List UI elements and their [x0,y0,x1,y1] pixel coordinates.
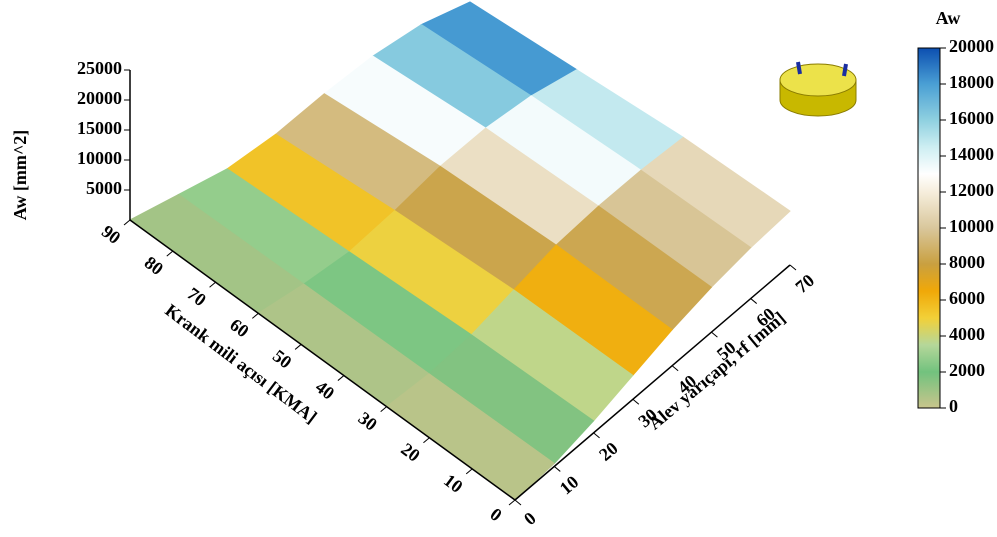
electrode-icon [780,62,856,116]
y-tick [672,366,678,371]
x-tick-label: 50 [269,346,295,373]
y-tick [515,500,521,505]
colorbar-title: Aw [936,8,961,28]
y-tick-label: 20 [595,438,622,465]
x-tick-label: 20 [397,439,423,466]
colorbar [918,48,940,408]
colorbar-tick-label: 12000 [949,180,994,200]
colorbar-tick-label: 6000 [949,288,985,308]
x-tick [295,344,301,349]
z-tick-label: 25000 [77,58,122,78]
colorbar-tick-label: 14000 [949,144,994,164]
y-tick [554,466,560,471]
x-tick-label: 90 [98,221,124,248]
colorbar-tick-label: 2000 [949,360,985,380]
colorbar-tick-label: 8000 [949,252,985,272]
x-tick-label: 30 [355,408,381,435]
colorbar-tick-label: 0 [949,396,958,416]
y-tick-label: 70 [791,270,818,297]
colorbar-tick-label: 18000 [949,72,994,92]
x-tick-label: 10 [440,470,466,497]
colorbar-tick-label: 10000 [949,216,994,236]
x-tick-label: 60 [226,314,252,341]
y-tick [790,265,796,270]
x-tick [381,407,387,412]
z-tick-label: 10000 [77,148,122,168]
colorbar-tick-label: 20000 [949,36,994,56]
x-tick-label: 70 [183,283,209,310]
colorbar-tick-label: 16000 [949,108,994,128]
z-axis-label: Aw [mm^2] [10,130,30,221]
y-tick [633,399,639,404]
x-tick [509,500,515,505]
y-tick [594,433,600,438]
x-tick [466,469,472,474]
x-tick [252,313,258,318]
x-tick-label: 40 [312,377,338,404]
x-tick-label: 80 [141,252,167,279]
x-tick [167,251,173,256]
z-tick-label: 15000 [77,118,122,138]
z-tick-label: 20000 [77,88,122,108]
chart: Aw [mm^2] Krank mili açısı [KMA] Alev ya… [0,0,997,532]
x-tick [338,376,344,381]
y-tick-label: 10 [556,472,583,499]
x-tick [210,282,216,287]
y-tick [711,332,717,337]
y-tick [751,299,757,304]
x-tick [423,438,429,443]
z-tick-label: 5000 [86,178,122,198]
x-tick-label: 0 [487,504,506,525]
y-tick-label: 0 [520,508,540,529]
colorbar-tick-label: 4000 [949,324,985,344]
x-tick [124,220,130,225]
surface [130,2,790,500]
